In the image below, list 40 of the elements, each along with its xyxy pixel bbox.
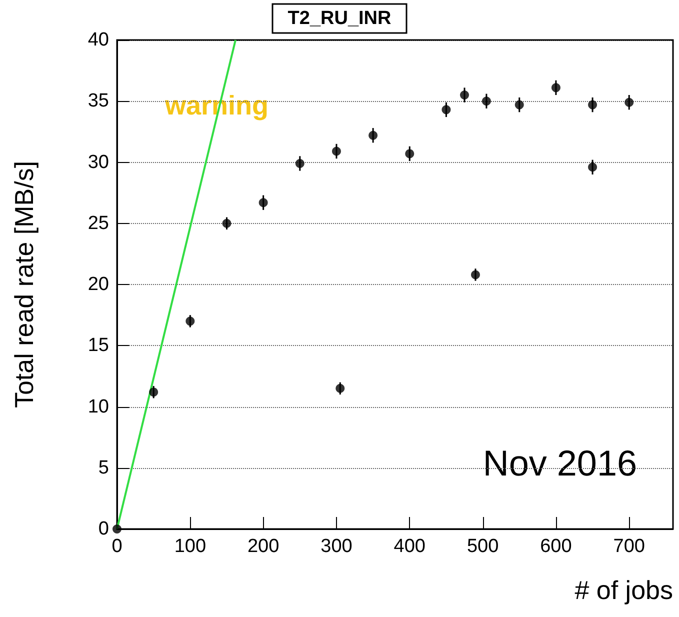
point — [624, 98, 634, 107]
point — [470, 270, 480, 280]
y-tick-label: 20 — [88, 274, 109, 295]
point — [258, 198, 268, 208]
point — [368, 130, 378, 140]
x-tick-label: 0 — [112, 536, 122, 557]
point — [460, 90, 469, 100]
y-axis-title: Total read rate [MB/s] — [9, 160, 39, 408]
point — [332, 146, 341, 156]
x-tick-label: 500 — [466, 536, 499, 557]
point — [514, 100, 524, 110]
annotation: Nov 2016 — [482, 442, 637, 484]
y-tick-label: 0 — [98, 518, 109, 540]
point — [336, 384, 345, 393]
x-tick-label: 100 — [174, 536, 206, 557]
x-tick-label: 200 — [247, 536, 280, 557]
point — [405, 149, 414, 158]
y-tick-label: 15 — [88, 335, 109, 356]
point — [149, 388, 158, 397]
x-axis-title: # of jobs — [574, 575, 673, 605]
point — [588, 162, 598, 172]
x-tick-label: 600 — [540, 536, 572, 557]
y-tick-label: 10 — [88, 396, 109, 418]
y-tick-label: 5 — [98, 457, 109, 478]
y-tick-label: 30 — [88, 152, 109, 173]
x-tick-label: 400 — [394, 536, 426, 557]
chart-title: T2_RU_INR — [288, 8, 392, 29]
x-tick-label: 700 — [613, 536, 645, 557]
point — [112, 524, 122, 534]
x-tick-label: 300 — [320, 536, 352, 557]
y-tick-label: 35 — [88, 90, 109, 112]
point — [295, 158, 304, 168]
point — [588, 100, 598, 110]
point — [442, 105, 451, 114]
point — [551, 83, 560, 92]
point — [186, 316, 195, 326]
y-tick-label: 40 — [88, 30, 109, 50]
point — [222, 218, 232, 228]
y-tick-label: 25 — [88, 212, 109, 234]
point — [482, 96, 491, 106]
